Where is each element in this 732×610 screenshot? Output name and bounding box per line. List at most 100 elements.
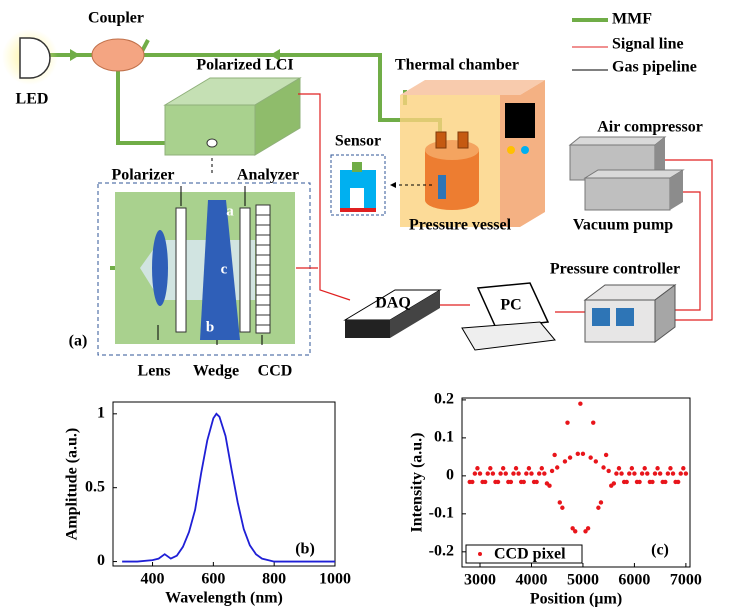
diagram: LED Coupler Polarized LCI a c b Polarize… <box>2 10 712 380</box>
point <box>624 480 628 484</box>
arrow <box>390 182 396 188</box>
point <box>527 466 531 470</box>
point <box>488 466 492 470</box>
coupler <box>92 39 144 71</box>
knob <box>521 146 529 154</box>
x-tick-label: 800 <box>262 571 286 588</box>
vacuum-pump <box>585 178 670 210</box>
point <box>576 452 580 456</box>
y-tick-label: 0 <box>97 552 105 569</box>
label: Analyzer <box>237 167 299 184</box>
point <box>540 466 544 470</box>
point <box>560 506 564 510</box>
label: LED <box>16 91 49 108</box>
point <box>511 471 515 475</box>
point <box>565 420 569 424</box>
lens <box>152 230 168 306</box>
label: Coupler <box>88 10 144 27</box>
point <box>524 471 528 475</box>
label: Pressure controller <box>550 261 680 278</box>
point <box>504 471 508 475</box>
sensor <box>438 175 446 199</box>
y-tick-label: 0.1 <box>434 429 454 446</box>
y-tick-label: 0.5 <box>85 478 105 495</box>
y-axis-label: Amplitude (a.u.) <box>64 428 81 540</box>
point <box>558 500 562 504</box>
point <box>522 480 526 484</box>
y-axis-label: Intensity (a.u.) <box>409 432 426 532</box>
label: Polarized LCI <box>196 57 293 74</box>
point <box>655 466 659 470</box>
box-top <box>570 137 665 145</box>
point <box>588 455 592 459</box>
label: Polarizer <box>111 167 174 184</box>
point <box>537 471 541 475</box>
point <box>663 480 667 484</box>
point <box>529 471 533 475</box>
point <box>486 471 490 475</box>
point <box>591 420 595 424</box>
point <box>617 466 621 470</box>
point <box>483 480 487 484</box>
legend-label: Gas pipeline <box>612 59 697 76</box>
point <box>475 466 479 470</box>
point <box>637 480 641 484</box>
label: b <box>206 319 214 335</box>
polarizer <box>176 208 186 332</box>
label: Vacuum pump <box>573 217 673 234</box>
point <box>478 471 482 475</box>
point <box>470 480 474 484</box>
sensor-fiber <box>352 162 362 172</box>
point <box>601 465 605 469</box>
sensor-cavity <box>350 188 364 208</box>
y-tick-label: -0.1 <box>429 505 454 522</box>
point <box>679 471 683 475</box>
chamber-top <box>400 80 545 95</box>
label: Pressure vessel <box>409 217 512 234</box>
point <box>509 480 513 484</box>
label: (a) <box>69 333 88 350</box>
label: a <box>226 203 234 219</box>
sensor-base <box>340 208 376 212</box>
point <box>501 466 505 470</box>
point <box>473 471 477 475</box>
point <box>547 484 551 488</box>
point <box>491 471 495 475</box>
point <box>632 471 636 475</box>
x-tick-label: 3000 <box>464 572 496 589</box>
point <box>653 471 657 475</box>
point <box>594 459 598 463</box>
x-tick-label: 400 <box>141 571 165 588</box>
point <box>516 471 520 475</box>
point <box>658 471 662 475</box>
label: CCD <box>258 363 293 380</box>
point <box>604 453 608 457</box>
point <box>681 466 685 470</box>
y-tick-label: 0 <box>446 467 454 484</box>
pc-keyboard <box>462 322 555 350</box>
point <box>627 471 631 475</box>
analyzer <box>240 208 250 332</box>
legend-marker <box>478 552 482 556</box>
x-tick-label: 600 <box>201 571 225 588</box>
panel-label: (c) <box>651 542 669 559</box>
point <box>612 481 616 485</box>
point <box>555 465 559 469</box>
point <box>550 469 554 473</box>
screen <box>505 103 535 138</box>
label: DAQ <box>375 295 411 312</box>
label: c <box>221 261 228 277</box>
point <box>552 453 556 457</box>
x-axis-label: Position (µm) <box>530 591 622 608</box>
legend-label: Signal line <box>612 36 684 53</box>
y-tick-label: -0.2 <box>429 542 454 559</box>
box-top <box>585 170 683 178</box>
x-tick-label: 5000 <box>567 572 599 589</box>
point <box>599 500 603 504</box>
x-tick-label: 1000 <box>319 571 351 588</box>
label: PC <box>500 297 521 314</box>
point <box>630 466 634 470</box>
x-tick-label: 7000 <box>670 572 702 589</box>
